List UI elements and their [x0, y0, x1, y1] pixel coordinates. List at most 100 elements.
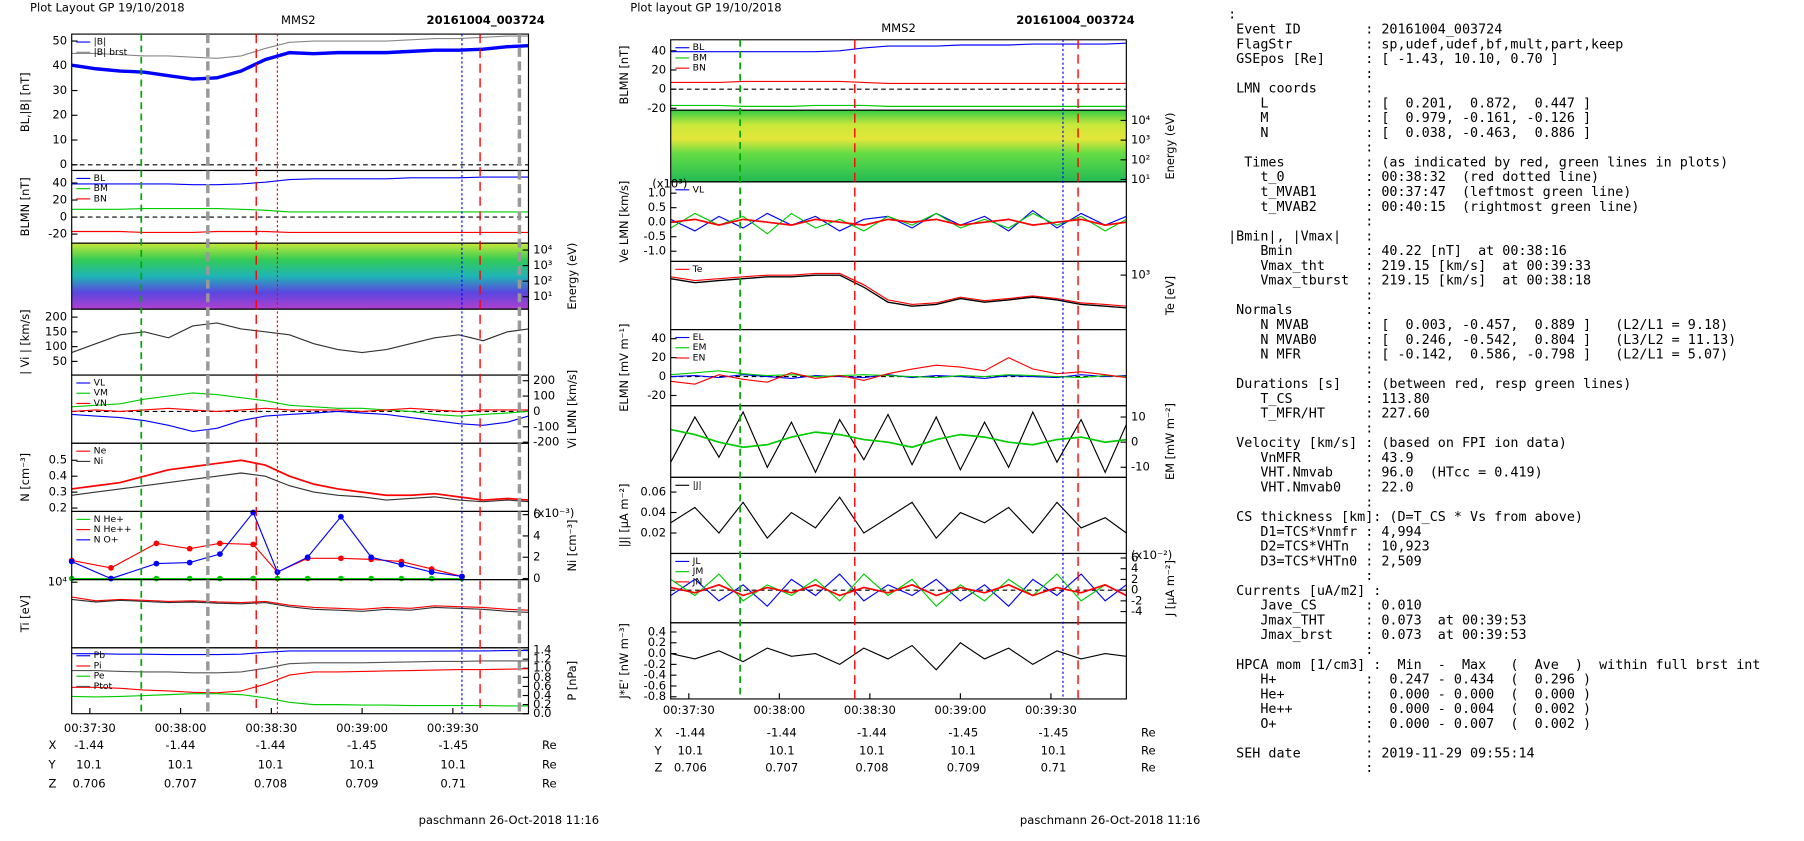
info-line: t_MVAB1 : 00:37:47 (leftmost green line) [1228, 185, 1631, 200]
legend-label: Ne [94, 446, 107, 457]
y-axis-label: BLMN [nT] [617, 46, 631, 105]
data-point [398, 561, 405, 568]
data-point [304, 554, 311, 561]
info-line: D3=TCS*VHTn0 : 2,509 [1228, 554, 1422, 569]
orbit-unit: Re [1141, 744, 1156, 758]
y-tick-label: 10³ [1131, 268, 1151, 282]
data-point [428, 569, 435, 575]
y-axis-label: | Vi | [km/s] [18, 309, 33, 374]
info-line: : [1228, 422, 1373, 437]
y-tick-label: 100 [45, 339, 67, 353]
y-tick-label: 0.8 [533, 670, 551, 684]
legend-label: EM [693, 342, 707, 353]
footer: paschmann 26-Oct-2018 11:16 [1020, 813, 1200, 827]
data-point [368, 575, 375, 582]
y-tick-label: -0.2 [644, 657, 667, 671]
y-tick-label: 6 [533, 507, 540, 521]
y-tick-label: 0.0 [533, 706, 551, 720]
y-tick-label: -0.6 [644, 679, 667, 693]
series-line [71, 649, 529, 656]
info-line: : [1228, 495, 1373, 510]
orbit-value: -1.44 [165, 738, 195, 752]
orbit-row-label: Y [48, 757, 57, 771]
legend-label: N He++ [94, 524, 132, 535]
data-point [250, 541, 257, 548]
y-tick-label: -100 [533, 419, 559, 433]
series-line [71, 322, 529, 354]
x-tick-label: 00:38:00 [155, 721, 207, 735]
y-axis-label: Energy (eV) [565, 243, 579, 310]
info-line: VnMFR : 43.9 [1228, 451, 1414, 466]
y-axis-label: |J| [μA m⁻²] [617, 484, 632, 548]
panel: 0.02 0.04 0.06 |J| |J| [μA m⁻²] [617, 476, 1127, 555]
info-line: : [1228, 67, 1373, 82]
data-point [428, 575, 435, 582]
orbit-value: 10.1 [678, 744, 704, 758]
series-line [71, 472, 529, 503]
spacecraft-label: MMS2 [281, 13, 316, 27]
legend-label: BM [693, 53, 707, 64]
legend-label: |B| brst [94, 47, 128, 58]
y-tick-label: 0.0 [648, 646, 666, 660]
y-axis-label: Te [eV] [1163, 276, 1177, 316]
series-line [71, 43, 529, 81]
series-line [670, 80, 1127, 84]
data-point [338, 575, 344, 582]
info-line: Jmax_THT : 0.073 at 00:39:53 [1228, 614, 1526, 629]
series-line [670, 370, 1127, 379]
panel-frame [670, 260, 1127, 331]
orbit-value: 0.706 [73, 777, 106, 791]
y-tick-label: 0.6 [533, 679, 551, 693]
y-axis-label: Ni [cm⁻³] [565, 520, 579, 572]
orbit-value: -1.45 [438, 738, 468, 752]
data-point [153, 560, 160, 567]
panel-frame [670, 405, 1127, 478]
info-line: VHT.Nmvab : 96.0 (HTcc = 0.419) [1228, 466, 1543, 481]
data-point [108, 575, 114, 582]
y-axis-label: J*E' [nW m⁻³] [617, 623, 631, 699]
data-point [398, 575, 405, 582]
y-tick-label: 0 [1131, 583, 1138, 597]
y-tick-label: 0 [1131, 435, 1138, 449]
series-line [670, 218, 1127, 227]
series-line [71, 176, 529, 186]
y-tick-label: 1.0 [648, 186, 666, 200]
panel: -10 0 10 EM [mW m⁻²] [670, 403, 1177, 480]
series-line [670, 583, 1127, 597]
data-point [250, 509, 257, 516]
orbit-row-label: Z [49, 777, 57, 791]
orbit-value: 10.1 [769, 744, 795, 758]
info-line: : [1228, 569, 1373, 584]
y-axis-label: BLMN [nT] [18, 177, 32, 236]
legend-label: |B| [94, 37, 107, 48]
y-tick-label: 0 [533, 404, 540, 418]
panel: 0 2 4 6 N He+N He++N O+ Ni [cm⁻³](x10⁻³) [68, 506, 579, 585]
legend-label: BL [693, 42, 705, 53]
orbit-value: 10.1 [859, 744, 885, 758]
orbit-unit: Re [542, 777, 557, 791]
y-tick-label: 0 [659, 369, 666, 383]
series-line [670, 573, 1127, 608]
y-tick-label: -10 [1131, 460, 1150, 474]
info-line: He+ : 0.000 - 0.000 ( 0.000 ) [1228, 687, 1591, 702]
y-tick-label: 10¹ [1131, 172, 1150, 186]
data-point [153, 575, 160, 582]
y-tick-label: 0 [533, 571, 540, 585]
orbit-value: 0.708 [855, 761, 888, 775]
x-tick-label: 00:38:30 [245, 721, 297, 735]
axis-scale-label: (x10⁻³) [533, 506, 574, 520]
orbit-value: -1.44 [857, 726, 887, 740]
series-line [71, 596, 529, 611]
legend-label: Pb [94, 650, 106, 661]
info-line: |Bmin|, |Vmax| : [1228, 229, 1373, 244]
info-line: N MVAB0 : [ 0.246, -0.542, 0.804 ] (L3/L… [1228, 333, 1736, 348]
legend-label: Te [692, 264, 703, 275]
series-line [71, 392, 529, 417]
info-line: L : [ 0.201, 0.872, 0.447 ] [1228, 96, 1591, 111]
panel-frame [670, 39, 1127, 111]
x-tick-label: 00:39:00 [934, 703, 986, 717]
y-tick-label: 0.4 [648, 625, 666, 639]
